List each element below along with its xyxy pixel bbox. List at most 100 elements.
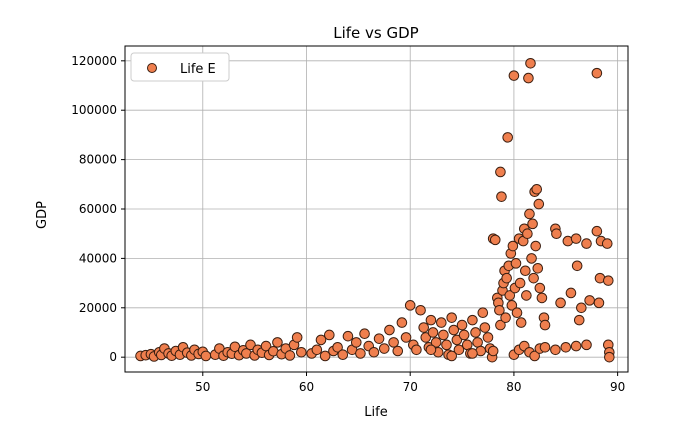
- data-point: [524, 208, 535, 220]
- data-point: [523, 72, 534, 84]
- data-point: [551, 228, 562, 239]
- data-point: [560, 342, 572, 353]
- data-point: [453, 344, 465, 356]
- data-point: [495, 319, 506, 331]
- data-point: [496, 191, 507, 202]
- data-point: [494, 304, 505, 316]
- y-tick-label: 20000: [79, 301, 117, 315]
- data-point: [418, 322, 429, 333]
- data-point: [515, 317, 527, 328]
- data-point: [384, 324, 395, 336]
- chart-title: Life vs GDP: [333, 24, 418, 42]
- data-point: [359, 328, 370, 340]
- data-point: [477, 307, 489, 319]
- data-point: [458, 329, 470, 341]
- data-point: [581, 339, 592, 351]
- data-point: [487, 345, 499, 357]
- data-point: [415, 304, 426, 316]
- data-point: [315, 334, 327, 346]
- data-point: [506, 300, 518, 311]
- data-point: [534, 282, 546, 294]
- data-point: [502, 132, 513, 143]
- data-point: [425, 344, 437, 356]
- data-point: [570, 233, 582, 244]
- data-point: [510, 258, 522, 269]
- data-point: [470, 327, 481, 338]
- data-point: [284, 350, 296, 361]
- legend-label: Life E: [180, 62, 216, 77]
- data-point: [591, 225, 603, 237]
- data-point: [245, 339, 256, 351]
- data-point: [495, 166, 506, 178]
- data-point: [526, 253, 537, 264]
- data-point: [501, 272, 512, 284]
- data-point: [427, 327, 439, 338]
- data-point: [602, 275, 614, 286]
- data-point: [530, 240, 541, 252]
- data-point: [311, 344, 323, 356]
- data-point: [514, 277, 526, 289]
- data-point: [446, 350, 457, 362]
- data-point: [448, 324, 460, 336]
- data-point: [425, 314, 437, 326]
- data-point: [500, 312, 511, 323]
- data-point: [508, 70, 520, 81]
- data-point: [591, 67, 603, 79]
- data-point: [200, 350, 212, 362]
- data-point: [396, 317, 408, 328]
- y-axis-ticks: 0 20000 40000 60000 80000 100000 120000: [71, 54, 125, 364]
- data-point: [532, 262, 544, 274]
- data-point: [319, 350, 331, 362]
- data-point: [296, 346, 307, 358]
- data-point: [324, 329, 335, 341]
- data-point: [570, 340, 582, 352]
- data-point: [441, 339, 452, 351]
- x-tick-label: 70: [403, 380, 418, 394]
- data-point: [400, 332, 412, 343]
- data-point: [350, 337, 362, 348]
- y-tick-label: 100000: [71, 103, 117, 117]
- data-point: [467, 314, 478, 326]
- data-point: [527, 218, 538, 230]
- data-point: [489, 234, 501, 246]
- data-point: [555, 297, 566, 309]
- grid: [125, 46, 628, 372]
- data-point: [531, 183, 543, 195]
- data-point: [430, 337, 442, 348]
- data-point: [411, 344, 422, 356]
- data-point: [482, 332, 494, 343]
- legend: Life E: [130, 52, 230, 82]
- data-point: [392, 345, 404, 357]
- x-tick-label: 90: [610, 380, 625, 394]
- y-tick-label: 40000: [79, 251, 117, 265]
- y-axis-label: GDP: [35, 201, 50, 229]
- data-point: [573, 314, 585, 326]
- data-point: [467, 348, 478, 359]
- data-point: [528, 272, 539, 284]
- x-axis-label: Life: [364, 405, 387, 420]
- data-point: [272, 337, 283, 348]
- legend-marker: [147, 63, 157, 73]
- data-point: [388, 337, 399, 348]
- data-point: [529, 350, 540, 362]
- y-tick-label: 120000: [71, 54, 117, 68]
- data-point: [584, 295, 595, 306]
- data-point: [521, 290, 532, 301]
- data-point: [565, 287, 577, 299]
- data-points: [135, 57, 615, 363]
- y-tick-label: 0: [109, 350, 117, 364]
- data-point: [520, 265, 531, 277]
- data-point: [373, 333, 385, 344]
- data-point: [536, 292, 548, 304]
- data-point: [539, 342, 551, 353]
- x-tick-label: 50: [195, 380, 210, 394]
- data-point: [291, 332, 303, 343]
- data-point: [436, 317, 447, 328]
- data-point: [507, 240, 519, 252]
- data-point: [378, 343, 390, 354]
- data-point: [420, 332, 432, 343]
- x-tick-label: 80: [506, 380, 521, 394]
- data-point: [337, 349, 349, 361]
- x-tick-label: 60: [299, 380, 314, 394]
